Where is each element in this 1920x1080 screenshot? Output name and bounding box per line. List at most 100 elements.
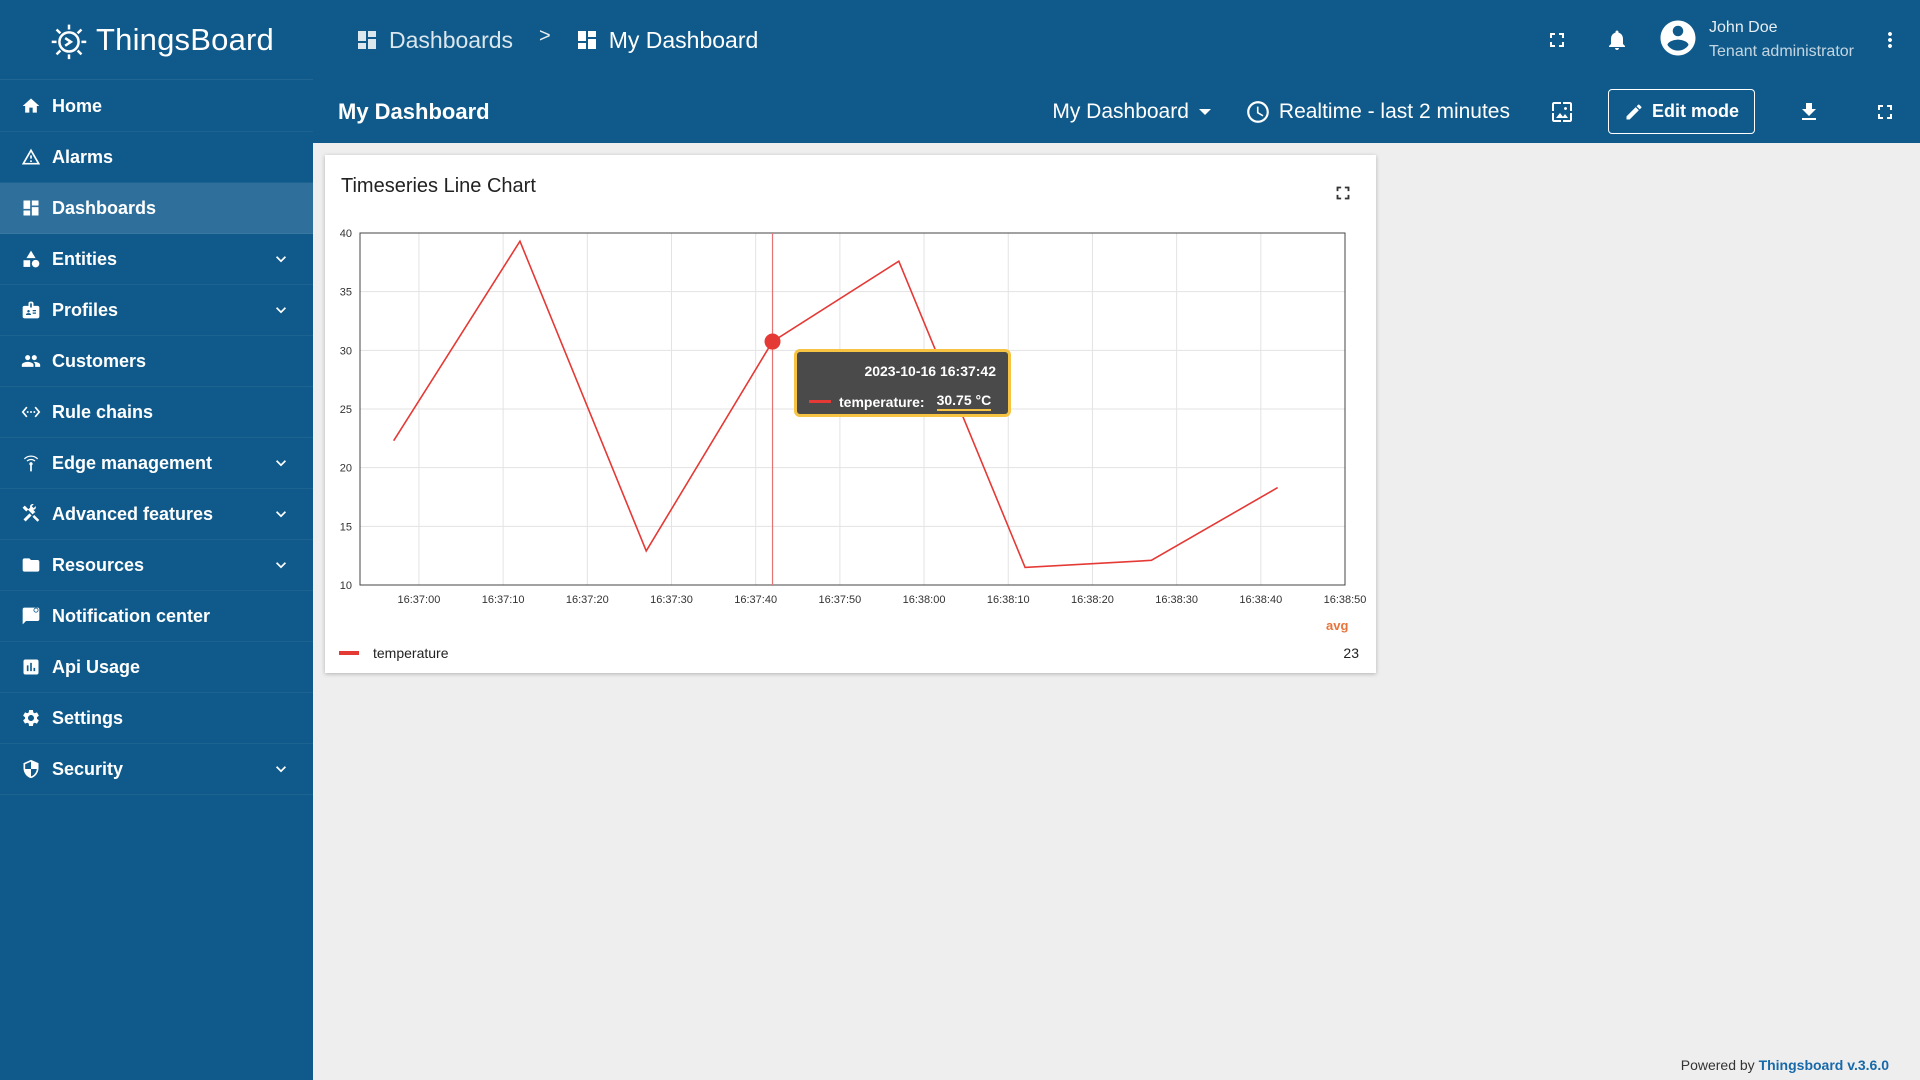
- sidebar-item-label: Rule chains: [52, 401, 154, 422]
- sidebar-item-label: Profiles: [52, 299, 119, 320]
- legend-header-avg: avg: [1326, 618, 1349, 633]
- legend-avg-value: 23: [1343, 645, 1359, 661]
- footer: Powered by Thingsboard v.3.6.0: [1681, 1057, 1889, 1073]
- y-tick-label: 40: [340, 228, 352, 240]
- sidebar-item-customers[interactable]: Customers: [0, 336, 313, 387]
- home-icon: [20, 95, 42, 117]
- thingsboard-logo-icon: [51, 24, 87, 59]
- dashboard-fullscreen-button[interactable]: [1865, 92, 1905, 132]
- sidebar-item-label: Api Usage: [52, 656, 141, 677]
- user-name: John Doe: [1709, 19, 1778, 36]
- sidebar-item-alarms[interactable]: Alarms: [0, 132, 313, 183]
- sidebar-item-label: Dashboards: [52, 197, 157, 218]
- sidebar-item-resources[interactable]: Resources: [0, 540, 313, 591]
- user-menu[interactable]: John Doe Tenant administrator: [1657, 16, 1854, 64]
- sidebar-item-label: Security: [52, 758, 124, 779]
- more-button[interactable]: [1870, 20, 1910, 60]
- tooltip-series: temperature:: [839, 393, 925, 410]
- timewindow-button[interactable]: Realtime - last 2 minutes: [1245, 99, 1510, 125]
- x-tick-label: 16:37:00: [398, 594, 441, 606]
- fullscreen-button[interactable]: [1537, 20, 1577, 60]
- sidebar-item-advanced-features[interactable]: Advanced features: [0, 489, 313, 540]
- breadcrumb-dashboards[interactable]: Dashboards: [355, 27, 513, 54]
- dashboard-icon: [20, 197, 42, 219]
- pencil-icon: [1626, 103, 1642, 119]
- sidebar-item-api-usage[interactable]: Api Usage: [0, 642, 313, 693]
- sidebar-item-label: Home: [52, 95, 103, 116]
- sidebar-item-edge-management[interactable]: Edge management: [0, 438, 313, 489]
- sidebar: ThingsBoard Home Alarms Dashboards Entities…: [0, 0, 313, 1080]
- settings-ethernet-icon: [20, 401, 42, 423]
- timewindow-label: Realtime - last 2 minutes: [1278, 99, 1510, 123]
- x-tick-label: 16:37:50: [818, 594, 861, 606]
- sidebar-item-label: Notification center: [52, 605, 211, 626]
- tooltip-value: 30.75 °C: [936, 392, 992, 411]
- chevron-down-icon: [276, 511, 286, 518]
- x-tick-label: 16:37:30: [650, 594, 693, 606]
- sidebar-item-settings[interactable]: Settings: [0, 693, 313, 744]
- dashboard-tools: My Dashboard Realtime - last 2 minutes E…: [1052, 80, 1920, 143]
- x-tick-label: 16:38:50: [1324, 594, 1367, 606]
- sidebar-item-profiles[interactable]: Profiles: [0, 285, 313, 336]
- edit-mode-button[interactable]: Edit mode: [1608, 89, 1755, 134]
- footer-prefix: Powered by: [1680, 1057, 1759, 1073]
- user-role: Tenant administrator: [1709, 43, 1854, 60]
- x-tick-label: 16:38:10: [987, 594, 1030, 606]
- x-tick-label: 16:38:30: [1155, 594, 1198, 606]
- plot-frame: [359, 232, 1346, 586]
- gear-icon: [20, 707, 42, 729]
- sidebar-item-rule-chains[interactable]: Rule chains: [0, 387, 313, 438]
- avatar: [1657, 17, 1699, 64]
- security-icon: [20, 758, 42, 780]
- sidebar-item-notification-center[interactable]: Notification center: [0, 591, 313, 642]
- download-button[interactable]: [1789, 92, 1829, 132]
- sidebar-menu: Home Alarms Dashboards Entities Profiles Cust…: [0, 81, 313, 795]
- dashboard-icon: [577, 31, 596, 49]
- category-icon: [20, 248, 42, 270]
- logo[interactable]: ThingsBoard: [0, 0, 313, 80]
- account-circle-icon: [1660, 20, 1696, 55]
- series-line-temperature: [392, 239, 1279, 569]
- x-tick-label: 16:37:10: [482, 594, 525, 606]
- x-tick-label: 16:38:40: [1239, 594, 1282, 606]
- wallpaper-icon: [1552, 101, 1572, 122]
- fullscreen-icon: [1550, 33, 1565, 47]
- x-tick-label: 16:37:40: [734, 594, 777, 606]
- bell-icon: [1609, 30, 1626, 50]
- warning-icon: [20, 146, 42, 168]
- sidebar-item-home[interactable]: Home: [0, 81, 313, 132]
- breadcrumb-current: My Dashboard: [575, 26, 759, 54]
- notifications-button[interactable]: [1597, 20, 1637, 60]
- sidebar-item-label: Advanced features: [52, 503, 214, 524]
- widget-fullscreen-button[interactable]: [1332, 182, 1354, 204]
- footer-version-link[interactable]: Thingsboard v.3.6.0: [1758, 1057, 1889, 1073]
- y-tick-label: 10: [340, 580, 352, 592]
- chevron-down-icon: [276, 562, 286, 569]
- y-tick-label: 25: [340, 404, 352, 416]
- clock-icon: [1247, 100, 1269, 123]
- tooltip-swatch: [809, 400, 831, 403]
- sidebar-item-dashboards[interactable]: Dashboards: [0, 183, 313, 234]
- legend-row[interactable]: temperature 23: [337, 641, 1359, 665]
- dashboard-title: My Dashboard: [338, 98, 490, 124]
- sidebar-item-label: Entities: [52, 248, 118, 269]
- y-tick-label: 20: [340, 463, 352, 475]
- y-tick-label: 30: [340, 345, 352, 357]
- fullscreen-icon: [1878, 104, 1892, 119]
- breadcrumb-label: Dashboards: [389, 26, 514, 53]
- more-vert-icon: [1888, 32, 1892, 48]
- legend-series-name: temperature: [373, 645, 449, 661]
- sidebar-item-label: Alarms: [52, 146, 114, 167]
- sidebar-item-entities[interactable]: Entities: [0, 234, 313, 285]
- chart-tooltip: 2023-10-16 16:37:42 temperature: 30.75 °…: [794, 349, 1011, 417]
- export-image-button[interactable]: [1542, 92, 1582, 132]
- x-tick-label: 16:38:00: [903, 594, 946, 606]
- breadcrumb-label: My Dashboard: [608, 26, 759, 53]
- sidebar-item-security[interactable]: Security: [0, 744, 313, 795]
- construction-icon: [20, 503, 42, 525]
- mark-chat-icon: [20, 605, 42, 627]
- dashboard-selector[interactable]: My Dashboard: [1052, 100, 1211, 124]
- breadcrumb-separator: >: [539, 24, 551, 47]
- sidebar-item-label: Resources: [52, 554, 145, 575]
- y-tick-label: 15: [340, 521, 352, 533]
